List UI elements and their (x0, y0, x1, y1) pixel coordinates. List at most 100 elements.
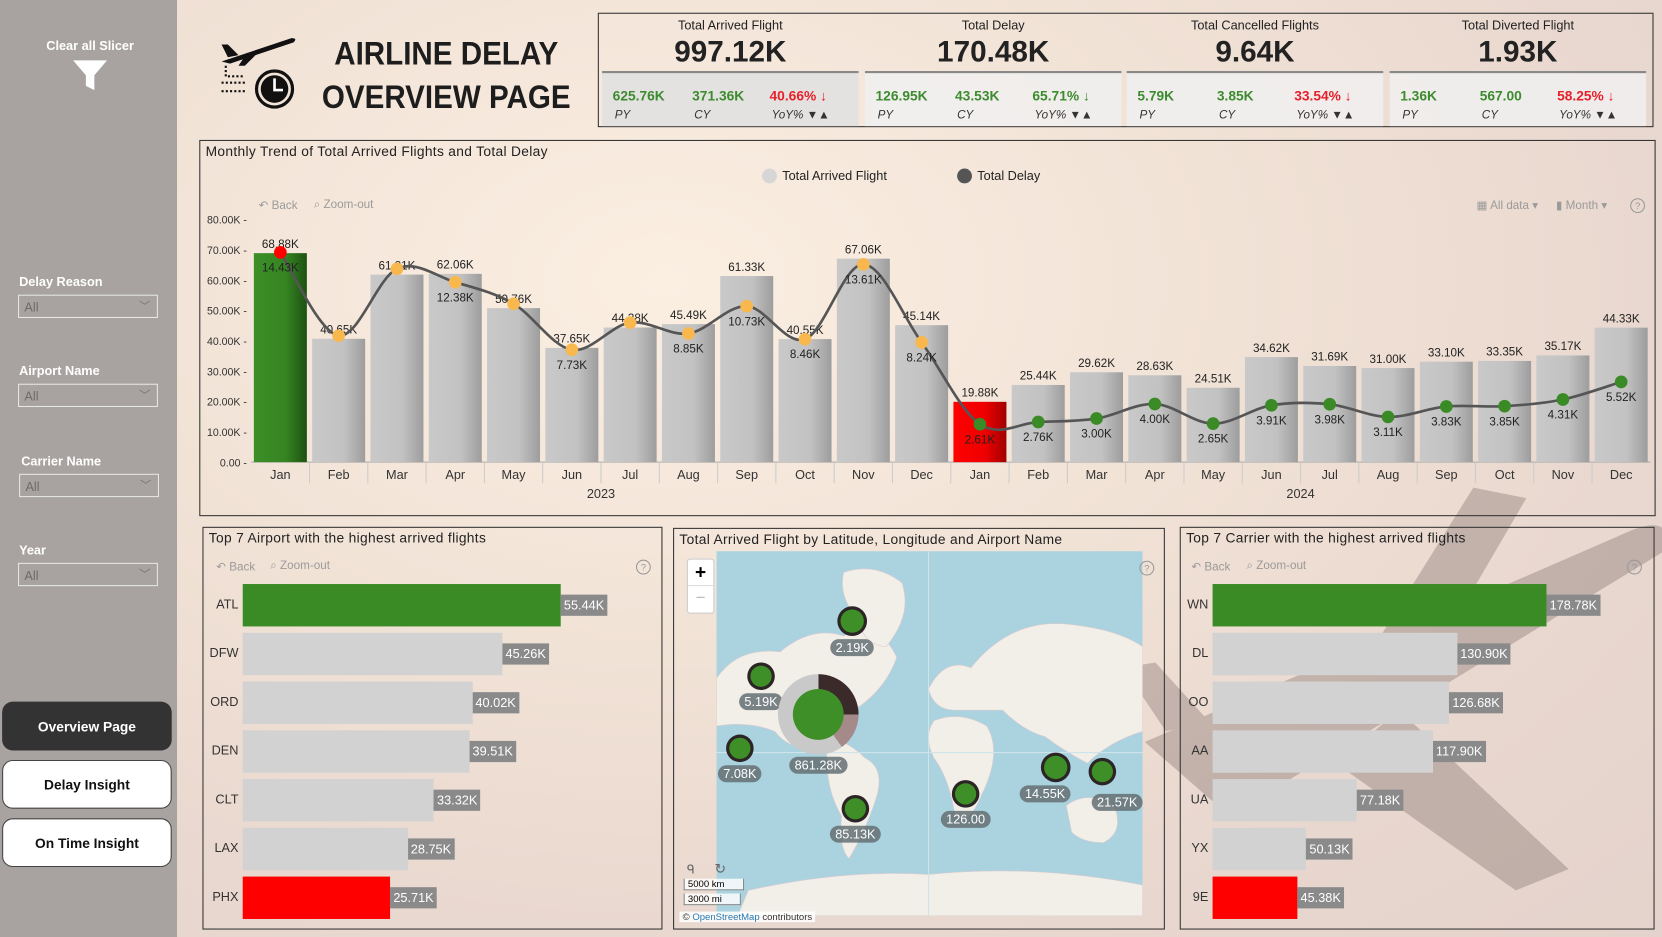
map-zoom-in-button[interactable]: + (687, 560, 714, 587)
delay-point[interactable] (273, 246, 287, 259)
delay-point[interactable] (390, 262, 404, 276)
all-data-dropdown[interactable]: ▦ All data ▾ (1476, 199, 1539, 212)
clear-all-slicers-button[interactable]: Clear all Slicer (42, 38, 137, 96)
airport-name-dropdown[interactable]: All ﹀ (18, 383, 158, 408)
map-zoom-out-button[interactable]: − (695, 589, 706, 608)
delay-point[interactable] (915, 336, 928, 349)
nav-delay-insight[interactable]: Delay Insight (2, 759, 172, 809)
delay-point[interactable] (1148, 397, 1162, 411)
legend-label-arrived[interactable]: Total Arrived Flight (782, 168, 887, 184)
monthly-trend-chart: Monthly Trend of Total Arrived Flights a… (199, 139, 1656, 517)
page-title: AIRLINE DELAY OVERVIEW PAGE (307, 32, 585, 119)
bar-atl[interactable] (242, 584, 561, 627)
category-label: ATL (216, 596, 239, 612)
delay-point[interactable] (565, 343, 579, 357)
help-icon[interactable]: ? (635, 559, 651, 575)
delay-point[interactable] (1206, 417, 1220, 430)
zoom-out-button[interactable]: ⌕ Zoom-out (314, 198, 374, 212)
bar-apr[interactable] (1128, 375, 1182, 463)
bar-nov[interactable] (836, 258, 890, 463)
bar-9e[interactable] (1212, 876, 1298, 919)
bar-jul[interactable] (603, 327, 657, 463)
help-icon[interactable]: ? (1627, 559, 1642, 575)
attribution-text: contributors (762, 911, 813, 923)
bar-ord[interactable] (242, 681, 473, 724)
help-icon[interactable]: ? (1139, 560, 1155, 576)
zoom-out-button[interactable]: ⌕ Zoom-out (1247, 560, 1307, 574)
map-bubble[interactable] (1044, 755, 1068, 780)
bar-phx[interactable] (242, 876, 391, 919)
carrier-name-dropdown[interactable]: All ﹀ (19, 473, 159, 498)
dropdown-value: All (24, 299, 39, 315)
bar-clt[interactable] (242, 779, 434, 822)
map-bubble[interactable] (844, 798, 866, 820)
bar-jun[interactable] (545, 347, 599, 463)
nav-on-time-insight[interactable]: On Time Insight (2, 818, 172, 868)
bar-aug[interactable] (661, 324, 715, 463)
bar-feb[interactable] (312, 338, 366, 463)
month-dropdown[interactable]: ▮ Month ▾ (1556, 199, 1608, 212)
bar-dl[interactable] (1212, 632, 1458, 676)
delay-point[interactable] (856, 257, 870, 271)
delay-point[interactable] (1031, 415, 1045, 429)
bar-lax[interactable] (242, 827, 408, 871)
legend-label-delay[interactable]: Total Delay (977, 168, 1041, 184)
map-bubble[interactable] (750, 665, 772, 687)
delay-point[interactable] (1323, 397, 1337, 411)
x-tick-label: Apr (1145, 467, 1166, 482)
refresh-icon[interactable]: ↻ (714, 860, 726, 877)
map-bubble[interactable] (729, 737, 751, 759)
bar-oct[interactable] (778, 339, 832, 463)
bar-aa[interactable] (1212, 730, 1433, 773)
back-button[interactable]: ↶ Back (1191, 560, 1230, 574)
bar-jan[interactable] (253, 253, 307, 463)
bar-apr[interactable] (428, 273, 482, 463)
bar-nov[interactable] (1536, 355, 1590, 463)
bar-dfw[interactable] (242, 632, 503, 676)
kpi-yoy-value: 65.71% ↓ (1032, 87, 1090, 104)
bar-may[interactable] (487, 308, 541, 463)
delay-reason-dropdown[interactable]: All ﹀ (18, 294, 158, 318)
map-bubble[interactable] (792, 688, 844, 740)
delay-point[interactable] (798, 332, 812, 346)
back-button[interactable]: ↶ Back (216, 560, 255, 574)
world-map[interactable] (716, 551, 1143, 916)
delay-point[interactable] (507, 297, 520, 311)
back-button[interactable]: ↶ Back (259, 198, 298, 212)
delay-point[interactable] (448, 275, 462, 289)
kpi-py-label: PY (1402, 109, 1418, 122)
lasso-icon[interactable]: ᑫ (686, 861, 695, 877)
delay-point[interactable] (740, 299, 754, 313)
delay-point[interactable] (1381, 410, 1395, 424)
openstreetmap-link[interactable]: OpenStreetMap (692, 911, 760, 923)
bar-mar[interactable] (370, 274, 424, 463)
month-label: Month (1565, 199, 1599, 212)
delay-point[interactable] (682, 327, 695, 340)
bar-oo[interactable] (1212, 681, 1450, 724)
map-bubble[interactable] (1091, 761, 1113, 783)
delay-point[interactable] (1614, 375, 1628, 389)
delay-point[interactable] (1090, 412, 1103, 425)
delay-point[interactable] (332, 329, 346, 343)
bar-dec[interactable] (1594, 327, 1648, 463)
zoom-out-button[interactable]: ⌕ Zoom-out (270, 560, 330, 574)
bar-data-label: 33.35K (1486, 346, 1523, 359)
delay-point[interactable] (1265, 398, 1278, 412)
nav-overview-page[interactable]: Overview Page (2, 701, 172, 751)
map-bubble[interactable] (955, 783, 977, 805)
bar-jul[interactable] (1303, 365, 1357, 463)
bar-den[interactable] (242, 730, 470, 773)
bar-data-label: 178.78K (1546, 594, 1601, 616)
delay-point[interactable] (1439, 400, 1453, 413)
delay-point[interactable] (623, 316, 637, 329)
year-dropdown[interactable]: All ﹀ (18, 562, 158, 587)
map-bubble[interactable] (840, 609, 864, 633)
bar-wn[interactable] (1212, 584, 1547, 627)
bar-ua[interactable] (1212, 779, 1357, 822)
bar-jan[interactable] (953, 401, 1007, 463)
delay-point[interactable] (1498, 399, 1511, 413)
help-icon[interactable]: ? (1630, 198, 1646, 214)
delay-point[interactable] (973, 417, 987, 431)
bar-yx[interactable] (1212, 827, 1307, 871)
delay-point[interactable] (1556, 393, 1570, 406)
